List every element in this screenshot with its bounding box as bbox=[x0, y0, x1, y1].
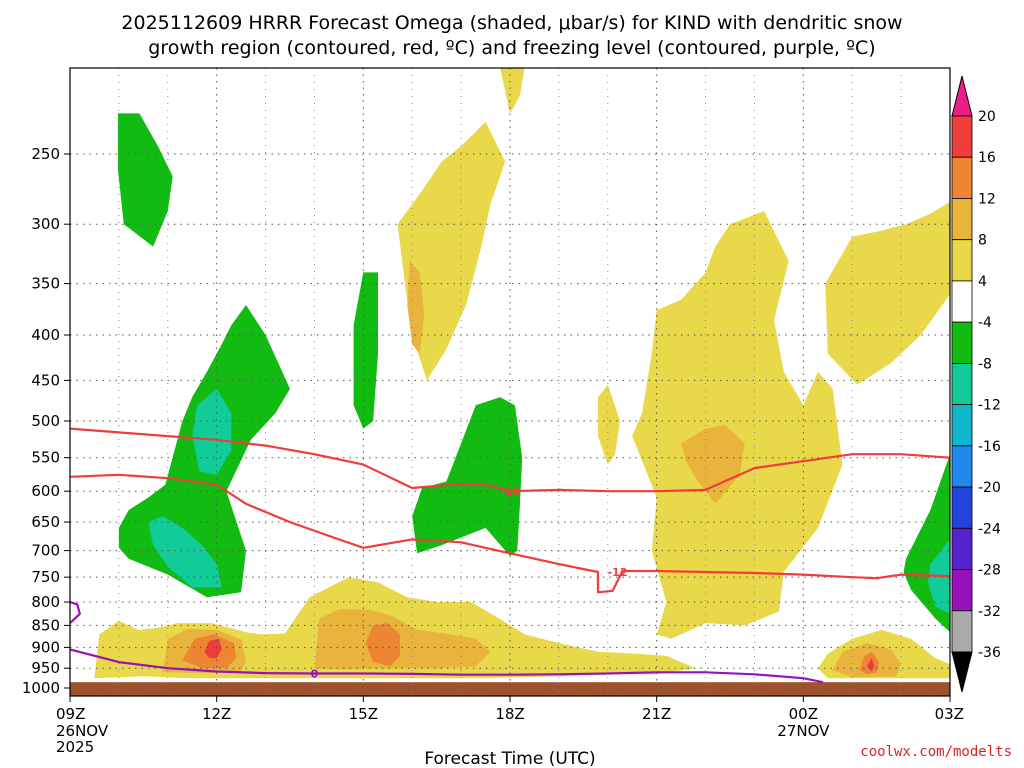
colorbar-segment-1 bbox=[951, 156, 973, 199]
colorbar-segment-7 bbox=[951, 404, 973, 447]
y-tick-label-750: 750 bbox=[31, 568, 60, 586]
ground-layer bbox=[70, 682, 950, 696]
y-tick-label-600: 600 bbox=[31, 482, 60, 500]
contour-freezing bbox=[70, 648, 824, 684]
x-axis-title: Forecast Time (UTC) bbox=[424, 749, 595, 768]
colorbar-label-20: 20 bbox=[978, 109, 996, 125]
omega-region-24 bbox=[866, 658, 875, 672]
colorbar-label--32: -32 bbox=[978, 604, 1001, 620]
x-tick-label-15Z: 15Z bbox=[349, 705, 378, 723]
colorbar-segment-10 bbox=[951, 527, 973, 570]
gridlines bbox=[70, 68, 950, 696]
credit-link[interactable]: coolwx.com/modelts bbox=[860, 744, 1012, 760]
colorbar-segment-6 bbox=[951, 362, 973, 406]
contour-label-freezing: 0 bbox=[311, 667, 319, 680]
colorbar-segment-3 bbox=[951, 239, 973, 282]
y-tick-label-300: 300 bbox=[31, 215, 60, 233]
contour-lines: -18 -12 0 bbox=[70, 427, 950, 684]
x-tick-label-09Z: 09Z bbox=[56, 705, 85, 723]
x-tick-sublabel-26NOV: 26NOV bbox=[56, 722, 109, 740]
omega-region-8 bbox=[397, 121, 506, 381]
y-tick-label-950: 950 bbox=[31, 659, 60, 677]
colorbar-label--4: -4 bbox=[978, 315, 992, 331]
colorbar-label--16: -16 bbox=[978, 439, 1001, 455]
y-tick-label-1000: 1000 bbox=[22, 679, 60, 697]
colorbar-label--20: -20 bbox=[978, 480, 1001, 496]
omega-region-2 bbox=[148, 516, 222, 588]
colorbar-bottom-arrow bbox=[951, 651, 973, 693]
colorbar-segment-5 bbox=[951, 321, 973, 364]
ground-surface bbox=[70, 682, 950, 696]
x-tick-label-18Z: 18Z bbox=[495, 705, 524, 723]
chart-title-line-1: 2025112609 HRRR Forecast Omega (shaded, … bbox=[121, 12, 902, 34]
colorbar-segment-11 bbox=[951, 569, 973, 612]
y-tick-label-450: 450 bbox=[31, 371, 60, 389]
omega-region-4 bbox=[353, 272, 378, 429]
omega-region-9 bbox=[500, 68, 525, 114]
contour-dgz-upper bbox=[70, 427, 950, 493]
omega-region-16 bbox=[681, 424, 745, 504]
omega-region-18 bbox=[314, 609, 491, 670]
omega-region-15 bbox=[407, 260, 425, 354]
contour-dgz-lower bbox=[70, 473, 950, 594]
x-tick-label-21Z: 21Z bbox=[642, 705, 671, 723]
colorbar-label--24: -24 bbox=[978, 521, 1001, 537]
y-tick-label-350: 350 bbox=[31, 275, 60, 293]
y-tick-label-500: 500 bbox=[31, 412, 60, 430]
y-tick-label-400: 400 bbox=[31, 326, 60, 344]
colorbar-segment-4 bbox=[951, 280, 973, 323]
colorbar-label--12: -12 bbox=[978, 398, 1001, 414]
colorbar-top-arrow bbox=[951, 75, 973, 117]
omega-region-23 bbox=[204, 638, 222, 658]
y-tick-label-900: 900 bbox=[31, 638, 60, 656]
y-axis-ticks: 250 300 350 400 450 500 550 600 650 700 750 800 850 9… bbox=[22, 145, 70, 697]
y-tick-label-650: 650 bbox=[31, 513, 60, 531]
contour-label-dgz-upper: -18 bbox=[500, 485, 520, 498]
plot-area: -18 -12 0 bbox=[70, 68, 950, 696]
omega-region-12 bbox=[825, 201, 950, 385]
colorbar-label--28: -28 bbox=[978, 563, 1001, 579]
colorbar-segment-8 bbox=[951, 445, 973, 488]
colorbar-segment-12 bbox=[951, 610, 973, 653]
colorbar-label-12: 12 bbox=[978, 191, 996, 207]
colorbar-label-4: 4 bbox=[978, 274, 987, 290]
omega-region-0 bbox=[117, 113, 173, 247]
colorbar-label-8: 8 bbox=[978, 233, 987, 249]
colorbar-label-16: 16 bbox=[978, 150, 996, 166]
colorbar-segment-9 bbox=[951, 486, 973, 529]
contour-label-dgz-lower: -12 bbox=[608, 566, 628, 579]
omega-region-11 bbox=[632, 211, 843, 639]
y-tick-label-800: 800 bbox=[31, 593, 60, 611]
colorbar-label--8: -8 bbox=[978, 356, 992, 372]
y-tick-label-850: 850 bbox=[31, 616, 60, 634]
x-tick-sublabel-27NOV: 27NOV bbox=[777, 722, 830, 740]
contour-freezing-left bbox=[70, 600, 81, 624]
y-tick-label-550: 550 bbox=[31, 449, 60, 467]
omega-region-10 bbox=[598, 384, 620, 465]
y-tick-label-700: 700 bbox=[31, 542, 60, 560]
colorbar-label--36: -36 bbox=[978, 645, 1001, 661]
x-tick-label-03Z: 03Z bbox=[935, 705, 964, 723]
omega-region-21 bbox=[365, 623, 400, 667]
omega-region-3 bbox=[192, 388, 232, 475]
x-tick-label-00Z: 00Z bbox=[789, 705, 818, 723]
chart-title-line-2: growth region (contoured, red, ºC) and f… bbox=[148, 37, 875, 59]
colorbar-segment-2 bbox=[951, 198, 973, 241]
x-tick-sublabel-2025: 2025 bbox=[56, 738, 94, 756]
colorbar: 20 16 12 8 4 -4 -8 -12 -16 -20 -24 -28 -32 -36 bbox=[951, 75, 1001, 693]
colorbar-segment-0 bbox=[951, 115, 973, 158]
y-tick-label-250: 250 bbox=[31, 145, 60, 163]
x-tick-label-12Z: 12Z bbox=[202, 705, 231, 723]
omega-region-5 bbox=[412, 397, 523, 557]
